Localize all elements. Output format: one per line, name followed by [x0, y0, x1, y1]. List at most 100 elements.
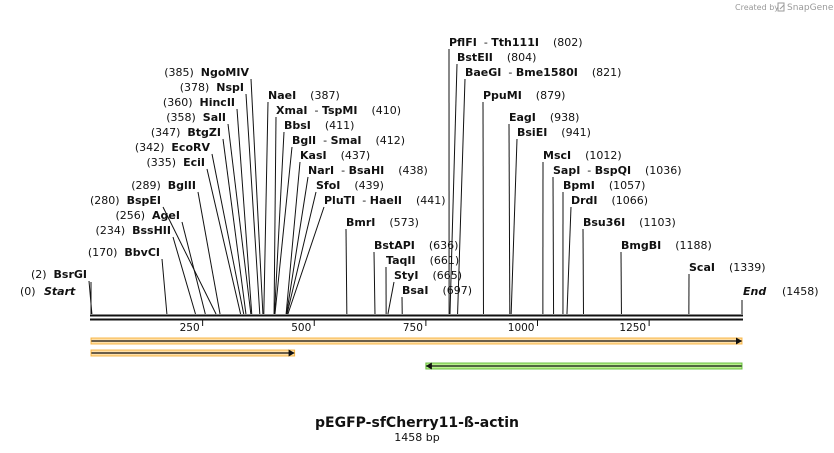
site-bspei-position: (280) [90, 194, 127, 207]
site-bgli-line [274, 146, 293, 315]
site-bsiei-name: BsiEI [517, 126, 547, 139]
site-baegi-line [457, 78, 466, 315]
site-nari-line [286, 176, 309, 315]
site-baegi-isoschizomer: Bme1580I [516, 66, 578, 79]
site-bsu36i-position: (1103) [625, 216, 676, 229]
site-styi-name: StyI [394, 269, 418, 282]
site-pluti-isoschizomer: HaeII [370, 194, 402, 207]
site-bspei-line [162, 206, 217, 315]
site-btgzi-label: (347) BtgZI [151, 126, 221, 139]
site-bmgbi-label: BmgBI (1188) [621, 239, 712, 252]
site-bgli-name: BglI [292, 134, 316, 147]
site-bgli-label: BglI - SmaI (412) [292, 134, 405, 147]
site-bsshii-line [172, 236, 196, 315]
site-ecii-line [206, 168, 242, 315]
credit-prefix: Created by [735, 3, 779, 12]
site-bsteii-name: BstEII [457, 51, 493, 64]
orange-feature-full [90, 337, 743, 345]
site-bsiei-position: (941) [547, 126, 591, 139]
snapgene-logo-icon [777, 2, 785, 12]
site-bsshii-position: (234) [96, 224, 133, 237]
site-bbvci-label: (170) BbvCI [88, 246, 160, 259]
site-baegi-label: BaeGI - Bme1580I (821) [465, 66, 621, 79]
site-bglii-line [197, 191, 221, 315]
site-nspi-line [245, 93, 261, 315]
site-sapi-separator: - [580, 164, 594, 177]
site-bsteii-label: BstEII (804) [457, 51, 536, 64]
site-taqii-name: TaqII [386, 254, 416, 267]
site-sali-position: (358) [166, 111, 203, 124]
site-bbvci-line [161, 258, 168, 315]
site-bsiei-label: BsiEI (941) [517, 126, 591, 139]
site-sali-name: SalI [203, 111, 226, 124]
site-xmai-label: XmaI - TspMI (410) [276, 104, 401, 117]
site-labels: (2) BsrGI(170) BbvCI (234) BssHII (256) Ag… [31, 36, 766, 297]
site-bbsi-line [274, 131, 285, 315]
site-eagi-name: EagI [509, 111, 536, 124]
end-position: (1458) [782, 285, 819, 298]
site-bsai-label: BsaI (697) [402, 284, 472, 297]
site-sali-line [227, 123, 252, 315]
site-bstapi-name: BstAPI [374, 239, 415, 252]
site-bmri-position: (573) [375, 216, 419, 229]
site-sapi-isoschizomer: BspQI [595, 164, 631, 177]
orange-feature-full-arrowhead [736, 337, 742, 345]
site-ecii-position: (335) [147, 156, 184, 169]
site-bsshii-label: (234) BssHII [96, 224, 171, 237]
site-bmgbi-position: (1188) [661, 239, 712, 252]
site-bspei-name: BspEI [127, 194, 161, 207]
backbone-top-strand [90, 314, 743, 317]
ruler: 250 500 750 1000 1250 [180, 320, 650, 334]
site-agei-label: (256) AgeI [115, 209, 180, 222]
ruler-label-250: 250 [180, 322, 200, 334]
site-sapi-name: SapI [553, 164, 580, 177]
site-hincii-name: HincII [199, 96, 235, 109]
site-bbvci-position: (170) [88, 246, 125, 259]
site-pluti-position: (441) [402, 194, 446, 207]
snapgene-credit: Created by SnapGene [735, 2, 834, 13]
ruler-label-750: 750 [403, 322, 423, 334]
site-sapi-line [552, 176, 555, 315]
site-styi-line [387, 281, 395, 315]
site-styi-position: (665) [418, 269, 462, 282]
site-ngomiv-position: (385) [164, 66, 201, 79]
site-btgzi-line [222, 138, 247, 315]
green-feature [425, 362, 743, 370]
site-bsrgi-position: (2) [31, 268, 54, 281]
site-taqii-label: TaqII (661) [386, 254, 459, 267]
site-btgzi-position: (347) [151, 126, 188, 139]
site-msci-name: MscI [543, 149, 571, 162]
site-drdi-label: DrdI (1066) [571, 194, 648, 207]
site-bsu36i-label: Bsu36I (1103) [583, 216, 676, 229]
start-marker: (0) Start [20, 282, 92, 314]
site-hincii-label: (360) HincII [163, 96, 235, 109]
site-bmri-name: BmrI [346, 216, 375, 229]
plasmid-name: pEGFP-sfCherry11-ß-actin [315, 415, 519, 431]
site-pflfi-separator: - [477, 36, 491, 49]
site-nspi-name: NspI [216, 81, 244, 94]
site-ngomiv-label: (385) NgoMIV [164, 66, 249, 79]
site-ecorv-position: (342) [135, 141, 172, 154]
site-bmri-line [345, 228, 348, 315]
site-drdi-name: DrdI [571, 194, 598, 207]
site-hincii-position: (360) [163, 96, 200, 109]
site-sfoi-line [286, 191, 317, 315]
site-kasi-line [285, 161, 301, 315]
site-ecorv-label: (342) EcoRV [135, 141, 211, 154]
site-ecorv-name: EcoRV [171, 141, 210, 154]
site-scai-label: ScaI (1339) [689, 261, 766, 274]
site-xmai-name: XmaI [276, 104, 307, 117]
sequence-backbone [90, 314, 743, 321]
site-ppumi-position: (879) [522, 89, 566, 102]
credit-brand: SnapGene [787, 3, 834, 13]
site-bstapi-line [373, 251, 376, 315]
orange-feature-short [90, 349, 296, 357]
site-baegi-position: (821) [578, 66, 622, 79]
site-sapi-label: SapI - BspQI (1036) [553, 164, 682, 177]
site-bsai-name: BsaI [402, 284, 428, 297]
site-pflfi-label: PflFI - Tth111I (802) [449, 36, 583, 49]
site-ngomiv-line [250, 78, 264, 315]
site-btgzi-name: BtgZI [187, 126, 221, 139]
site-pluti-label: PluTI - HaeII (441) [324, 194, 446, 207]
